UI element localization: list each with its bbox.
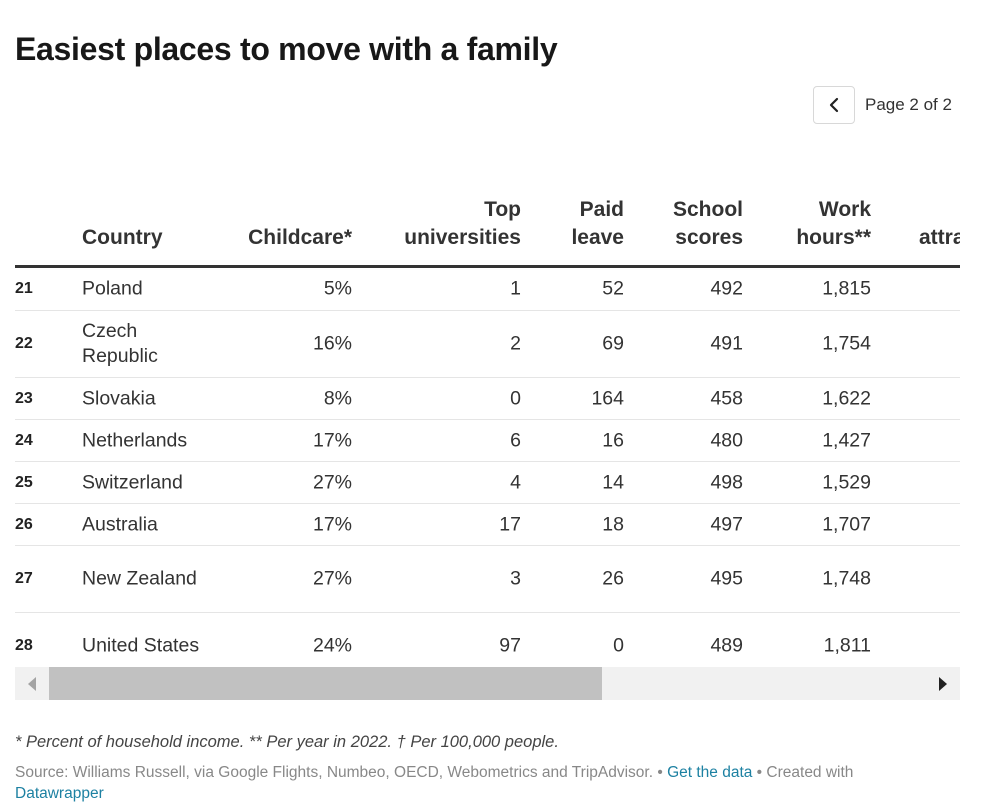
footnote: * Percent of household income. ** Per ye…: [15, 733, 559, 751]
table-row: 27 New Zealand 27% 3 26 495 1,748: [15, 546, 960, 613]
scroll-left-button[interactable]: [15, 667, 49, 700]
cell-rank: 24: [15, 431, 33, 449]
horizontal-scrollbar[interactable]: [15, 667, 960, 700]
page-indicator: Page 2 of 2: [865, 95, 952, 114]
cell-top-universities: 17: [499, 513, 521, 535]
cell-rank: 26: [15, 515, 33, 533]
cell-school-scores: 498: [710, 471, 743, 493]
header-attractions-truncated[interactable]: attra: [919, 226, 960, 249]
cell-paid-leave: 69: [602, 332, 624, 355]
data-table: Country Childcare* Top universities Paid…: [15, 190, 960, 663]
cell-work-hours: 1,707: [822, 513, 871, 535]
cell-childcare: 16%: [312, 332, 352, 355]
table-row: 22 Czech Republic 16% 2 69 491 1,754: [15, 311, 960, 378]
header-work-hours[interactable]: Work hours**: [796, 198, 871, 249]
triangle-right-icon: [939, 676, 947, 691]
cell-paid-leave: 26: [602, 567, 624, 590]
cell-rank: 27: [15, 570, 33, 587]
cell-school-scores: 495: [710, 567, 743, 590]
cell-paid-leave: 164: [591, 387, 624, 409]
cell-childcare: 5%: [323, 277, 352, 300]
cell-rank: 23: [15, 389, 33, 407]
cell-country: Czech Republic: [82, 320, 158, 367]
cell-work-hours: 1,815: [822, 277, 871, 300]
cell-work-hours: 1,622: [822, 387, 871, 409]
header-school-scores[interactable]: School scores: [672, 198, 743, 249]
source-line: Source: Williams Russell, via Google Fli…: [15, 762, 945, 804]
cell-paid-leave: 18: [602, 513, 624, 535]
pagination: Page 2 of 2: [813, 85, 952, 125]
header-top-universities[interactable]: Top universities: [404, 198, 521, 249]
table-row: 21 Poland 5% 1 52 492 1,815: [15, 268, 960, 311]
cell-school-scores: 480: [710, 429, 743, 451]
previous-page-button[interactable]: [813, 86, 855, 124]
cell-top-universities: 3: [510, 567, 521, 590]
cell-school-scores: 491: [710, 332, 743, 355]
header-country[interactable]: Country: [82, 226, 163, 249]
cell-work-hours: 1,529: [822, 471, 871, 493]
source-text: Source: Williams Russell, via Google Fli…: [15, 764, 668, 781]
cell-childcare: 27%: [312, 567, 352, 590]
table-body: 21 Poland 5% 1 52 492 1,815 22 Czech Republic 16%…: [15, 268, 960, 663]
cell-paid-leave: 52: [602, 277, 624, 300]
cell-top-universities: 0: [510, 387, 521, 409]
table-row: 25 Switzerland 27% 4 14 498 1,529: [15, 462, 960, 504]
cell-childcare: 17%: [312, 513, 352, 535]
cell-country: Australia: [82, 513, 158, 535]
cell-childcare: 8%: [323, 387, 352, 409]
cell-work-hours: 1,754: [822, 332, 871, 355]
cell-childcare: 27%: [312, 471, 352, 493]
table-row: 24 Netherlands 17% 6 16 480 1,427: [15, 420, 960, 462]
cell-rank: 21: [15, 280, 33, 297]
cell-country: Slovakia: [82, 387, 156, 409]
scroll-thumb[interactable]: [49, 667, 602, 700]
get-the-data-link[interactable]: Get the data: [667, 764, 753, 781]
header-childcare[interactable]: Childcare*: [248, 226, 352, 249]
cell-school-scores: 489: [710, 634, 743, 657]
cell-paid-leave: 16: [602, 429, 624, 451]
cell-childcare: 17%: [312, 429, 352, 451]
cell-rank: 25: [15, 473, 33, 491]
cell-work-hours: 1,427: [822, 429, 871, 451]
scroll-right-button[interactable]: [926, 667, 960, 700]
cell-top-universities: 1: [510, 277, 521, 300]
table-header: Country Childcare* Top universities Paid…: [15, 190, 960, 268]
chevron-left-icon: [829, 97, 839, 113]
cell-work-hours: 1,811: [823, 634, 871, 657]
table-row: 28 United States 24% 97 0 489 1,811: [15, 613, 960, 663]
cell-top-universities: 4: [510, 471, 521, 493]
cell-work-hours: 1,748: [822, 567, 871, 590]
datawrapper-link[interactable]: Datawrapper: [15, 785, 104, 802]
cell-school-scores: 492: [710, 277, 743, 300]
cell-country: Poland: [82, 277, 143, 300]
cell-country: Netherlands: [82, 429, 188, 451]
cell-top-universities: 6: [510, 429, 521, 451]
table-row: 26 Australia 17% 17 18 497 1,707: [15, 504, 960, 546]
created-with-text: • Created with: [752, 764, 854, 781]
cell-country: Switzerland: [82, 471, 183, 493]
cell-school-scores: 497: [710, 513, 743, 535]
page-title: Easiest places to move with a family: [15, 31, 558, 67]
cell-paid-leave: 14: [602, 471, 624, 493]
cell-country: United States: [82, 634, 200, 657]
cell-country: New Zealand: [82, 567, 197, 590]
cell-top-universities: 2: [510, 332, 521, 355]
cell-rank: 28: [15, 637, 33, 654]
cell-paid-leave: 0: [613, 634, 624, 657]
header-paid-leave[interactable]: Paid leave: [571, 198, 624, 249]
triangle-left-icon: [28, 676, 36, 691]
cell-top-universities: 97: [499, 634, 521, 657]
cell-childcare: 24%: [312, 634, 352, 657]
cell-rank: 22: [15, 335, 33, 352]
table-row: 23 Slovakia 8% 0 164 458 1,622: [15, 378, 960, 420]
cell-school-scores: 458: [710, 387, 743, 409]
